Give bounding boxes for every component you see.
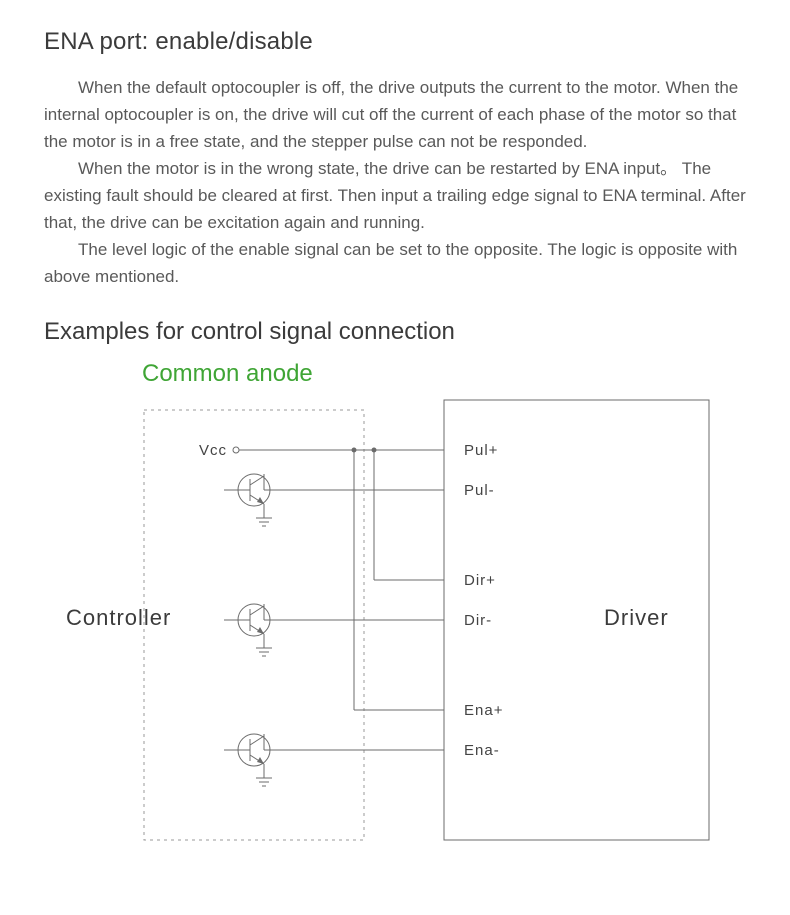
heading-ena: ENA port: enable/disable xyxy=(44,28,746,56)
heading-examples: Examples for control signal connection xyxy=(44,318,746,346)
para-1: When the default optocoupler is off, the… xyxy=(44,74,746,155)
svg-text:Driver: Driver xyxy=(604,605,669,630)
svg-text:Ena+: Ena+ xyxy=(464,702,503,719)
svg-text:Controller: Controller xyxy=(66,605,171,630)
para-2: When the motor is in the wrong state, th… xyxy=(44,155,746,236)
svg-text:Vcc: Vcc xyxy=(199,442,227,459)
svg-text:Dir+: Dir+ xyxy=(464,572,496,589)
wiring-diagram: Vcc Pul+ Pul- Dir+ Dir- Ena+ Ena- Controller Dri… xyxy=(44,390,746,865)
svg-text:Pul+: Pul+ xyxy=(464,442,498,459)
para-3: The level logic of the enable signal can… xyxy=(44,236,746,290)
subheading-common-anode: Common anode xyxy=(142,360,746,388)
svg-text:Ena-: Ena- xyxy=(464,742,500,759)
svg-text:Dir-: Dir- xyxy=(464,612,492,629)
svg-text:Pul-: Pul- xyxy=(464,482,495,499)
